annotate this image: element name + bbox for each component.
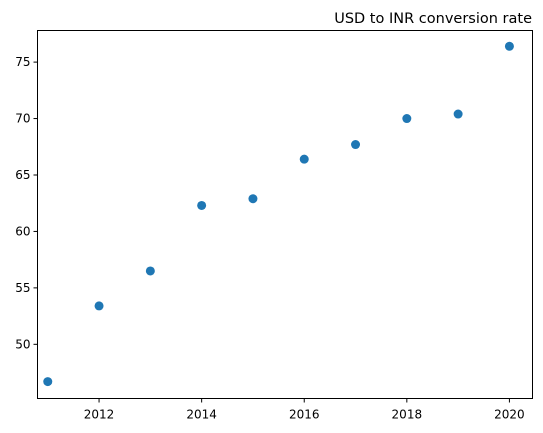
y-tick-label: 55 bbox=[15, 281, 30, 295]
y-tick-label: 70 bbox=[15, 112, 30, 126]
data-point bbox=[197, 200, 207, 210]
x-tick-label: 2020 bbox=[494, 408, 525, 422]
y-tick-label: 65 bbox=[15, 168, 30, 182]
data-point bbox=[402, 114, 412, 124]
x-tick-label: 2018 bbox=[392, 408, 423, 422]
x-tick-label: 2016 bbox=[289, 408, 320, 422]
data-point bbox=[504, 41, 514, 51]
x-axis: 2012 2014 2016 2018 2020 bbox=[84, 398, 525, 422]
y-tick-label: 60 bbox=[15, 224, 30, 238]
data-point bbox=[248, 194, 258, 204]
data-point bbox=[351, 140, 361, 150]
y-tick-label: 50 bbox=[15, 337, 30, 351]
x-tick-label: 2014 bbox=[186, 408, 217, 422]
data-point bbox=[145, 266, 155, 276]
data-point bbox=[299, 154, 309, 164]
data-points bbox=[43, 41, 514, 387]
data-point bbox=[94, 301, 104, 311]
y-tick-label: 75 bbox=[15, 55, 30, 69]
x-tick-label: 2012 bbox=[84, 408, 115, 422]
chart-title: USD to INR conversion rate bbox=[334, 11, 532, 27]
data-point bbox=[453, 109, 463, 119]
y-axis: 50 55 60 65 70 75 bbox=[15, 55, 38, 351]
axes-frame bbox=[37, 30, 533, 399]
data-point bbox=[43, 377, 53, 387]
